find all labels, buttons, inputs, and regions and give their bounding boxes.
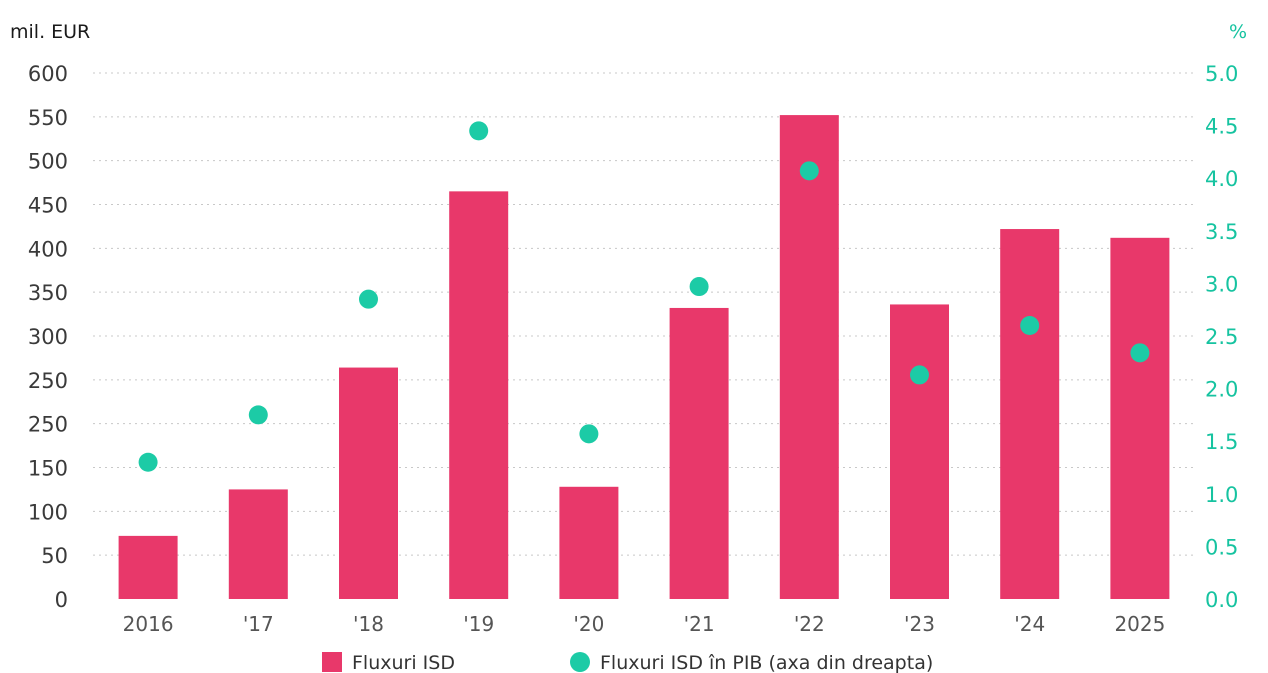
legend: Fluxuri ISD Fluxuri ISD în PIB (axa din … <box>322 652 933 673</box>
data-point <box>248 405 268 425</box>
category-label: '20 <box>573 612 604 636</box>
right-tick-label: 4.5 <box>1205 115 1238 139</box>
left-tick-label: 100 <box>28 500 68 524</box>
category-axis: 2016 '17 '18 '19 '20 '21 '22 '23 '24 2025 <box>123 612 1166 636</box>
category-label: 2025 <box>1114 612 1165 636</box>
right-axis-unit: % <box>1229 21 1247 43</box>
category-label: '19 <box>463 612 494 636</box>
category-label: 2016 <box>123 612 174 636</box>
data-point <box>1020 315 1040 335</box>
left-tick-label: 450 <box>28 194 68 218</box>
data-point <box>359 289 378 309</box>
bar <box>1000 229 1060 599</box>
category-label: '18 <box>353 612 384 636</box>
left-tick-label: 150 <box>28 457 68 481</box>
left-tick-label: 400 <box>28 237 68 261</box>
data-point <box>1130 343 1150 363</box>
right-tick-label: 3.0 <box>1205 272 1238 296</box>
category-label: '23 <box>904 612 935 636</box>
dot-series <box>138 121 1150 472</box>
left-tick-label: 350 <box>28 281 68 305</box>
data-point <box>910 365 929 385</box>
right-axis: 5.0 4.5 4.0 3.5 3.0 2.5 2.0 1.5 1.0 0.5 0.0 <box>1205 62 1238 612</box>
right-tick-label: 1.0 <box>1205 483 1238 507</box>
data-point <box>469 121 489 141</box>
legend-dot-label: Fluxuri ISD în PIB (axa din dreapta) <box>600 652 933 673</box>
left-axis-unit: mil. EUR <box>10 21 90 43</box>
right-tick-label: 2.0 <box>1205 378 1238 402</box>
left-tick-label: 250 <box>28 369 68 393</box>
bar <box>339 367 398 599</box>
right-tick-label: 3.5 <box>1205 220 1238 244</box>
left-tick-label: 300 <box>28 325 68 349</box>
data-point <box>689 277 709 297</box>
bar <box>669 307 729 599</box>
left-tick-label: 550 <box>28 106 68 130</box>
legend-bar-swatch <box>322 652 342 672</box>
category-label: '17 <box>243 612 274 636</box>
bar <box>890 304 949 599</box>
bar <box>559 486 619 599</box>
data-point <box>799 161 819 181</box>
legend-dot-swatch <box>570 652 590 672</box>
data-point <box>579 424 599 444</box>
right-tick-label: 2.5 <box>1205 325 1238 349</box>
bar-series <box>118 115 1170 599</box>
right-tick-label: 0.5 <box>1205 535 1238 559</box>
right-tick-label: 0.0 <box>1205 588 1238 612</box>
right-tick-label: 1.5 <box>1205 430 1238 454</box>
left-tick-label: 50 <box>41 544 68 568</box>
category-label: '21 <box>684 612 715 636</box>
bar <box>1110 237 1170 599</box>
left-tick-label: 600 <box>28 62 68 86</box>
right-tick-label: 4.0 <box>1205 167 1238 191</box>
category-label: '24 <box>1014 612 1045 636</box>
left-tick-label: 500 <box>28 150 68 174</box>
bar <box>779 115 839 599</box>
bar <box>449 191 509 599</box>
left-tick-label: 0 <box>55 588 68 612</box>
right-tick-label: 5.0 <box>1205 62 1238 86</box>
left-tick-label: 250 <box>28 413 68 437</box>
category-label: '22 <box>794 612 825 636</box>
data-point <box>138 452 158 472</box>
bar <box>228 489 288 599</box>
bar <box>118 535 178 599</box>
legend-bar-label: Fluxuri ISD <box>352 652 455 673</box>
